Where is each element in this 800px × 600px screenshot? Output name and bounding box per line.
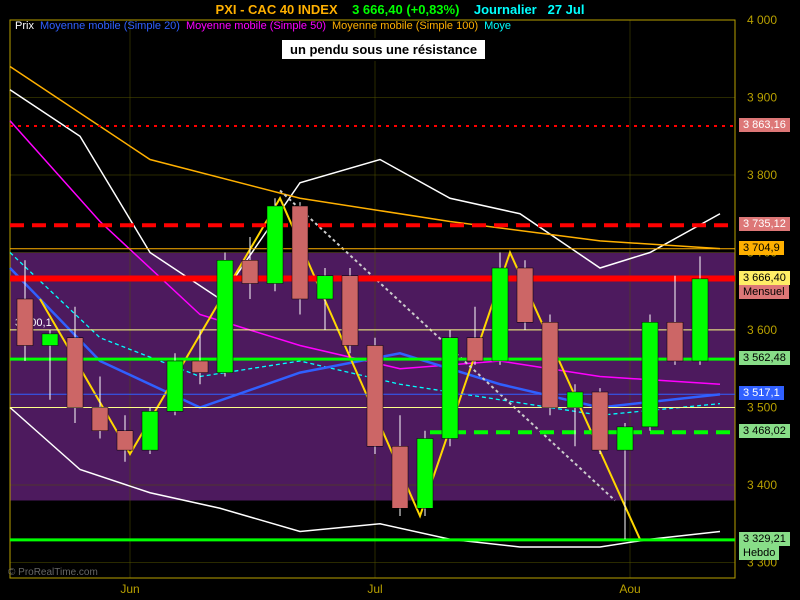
price-level-sublabel: Mensuel [739,285,789,299]
svg-text:3 500: 3 500 [747,401,777,415]
chart-header: PXI - CAC 40 INDEX 3 666,40 (+0,83%) Jou… [0,2,800,17]
watermark: © ProRealTime.com [8,567,98,578]
svg-text:Jun: Jun [120,582,139,596]
svg-text:3 900: 3 900 [747,91,777,105]
svg-text:Jul: Jul [367,582,382,596]
price-level-label: 3 517,1 [739,386,784,400]
last-price: 3 666,40 [352,2,403,17]
annotation-text: un pendu sous une résistance [290,42,477,57]
price-chart[interactable]: 3 3003 4003 5003 6003 7003 8003 9004 000… [0,0,800,600]
legend-item: Prix [15,20,34,32]
timeframe-label: Journalier [474,2,537,17]
svg-text:Aou: Aou [619,582,640,596]
legend-item: Moye [484,20,511,32]
svg-text:3 400: 3 400 [747,478,777,492]
price-level-label: 3 329,21 [739,532,790,546]
svg-text:3 600: 3 600 [747,323,777,337]
price-change: (+0,83%) [406,2,459,17]
annotation-label: un pendu sous une résistance [280,38,487,61]
legend-item: Moyenne mobile (Simple 20) [40,20,180,32]
price-level-label: 3 863,16 [739,118,790,132]
price-level-label: 3 704,9 [739,241,784,255]
date-label: 27 Jul [548,2,585,17]
price-level-label: 3 735,12 [739,217,790,231]
price-level-label: 3 562,48 [739,351,790,365]
legend-item: Moyenne mobile (Simple 50) [186,20,326,32]
legend-item: Moyenne mobile (Simple 100) [332,20,478,32]
price-level-label: 3 666,40 [739,271,790,285]
price-level-label: 3 468,02 [739,424,790,438]
svg-text:3 800: 3 800 [747,168,777,182]
chart-container: PXI - CAC 40 INDEX 3 666,40 (+0,83%) Jou… [0,0,800,600]
legend: Prix Moyenne mobile (Simple 20) Moyenne mo… [15,20,517,32]
symbol-name: PXI - CAC 40 INDEX [216,2,338,17]
price-level-sublabel: Hebdo [739,546,779,560]
